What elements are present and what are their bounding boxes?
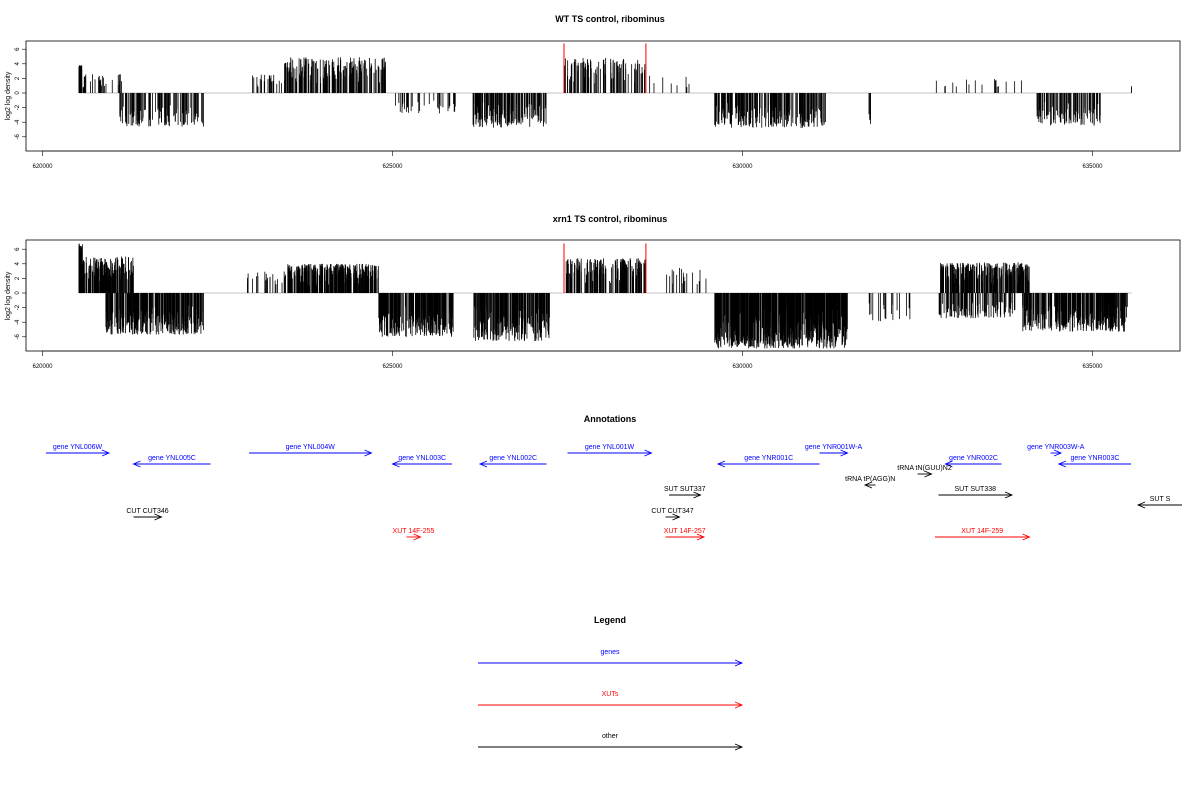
feature-label: tRNA tP(AGG)N xyxy=(845,476,895,483)
feature-label: tRNA tN(GUU)N2 xyxy=(897,465,952,472)
legend-label: XUTs xyxy=(602,691,619,698)
wt-y-tick-label: -6 xyxy=(15,133,21,139)
xrn1-y-axis-label: log2 log density xyxy=(5,271,12,320)
other-feature: SUT S xyxy=(1136,496,1182,509)
other-feature: CUT CUT347 xyxy=(651,508,694,521)
feature-label: gene YNR001C xyxy=(744,455,793,462)
feature-label: SUT SUT338 xyxy=(955,486,997,493)
xrn1-track-panel: xrn1 TS control, ribominus 6 4 2 0 -2 -4 -6 62… xyxy=(5,214,1181,370)
xrn1-y-axis: 6 4 2 0 -2 -4 -6 xyxy=(15,247,27,339)
wt-y-tick-label: 2 xyxy=(15,76,21,80)
xut-feature: XUT 14F-257 xyxy=(664,528,706,541)
wt-x-tick-label: 635000 xyxy=(1082,164,1103,170)
feature-label: CUT CUT346 xyxy=(126,508,168,515)
xrn1-y-tick-label: 6 xyxy=(15,247,21,251)
other-feature: SUT SUT337 xyxy=(664,486,706,499)
wt-bar-layer xyxy=(78,43,1132,129)
gene-feature: gene YNR003C xyxy=(1057,455,1131,468)
legend-item-xut: XUTs xyxy=(478,691,744,709)
feature-label: gene YNL003C xyxy=(398,455,446,462)
wt-y-tick-label: 0 xyxy=(15,91,21,95)
other-feature: SUT SUT338 xyxy=(938,486,1014,499)
wt-track-panel: WT TS control, ribominus 6 4 2 0 -2 -4 -6 6200… xyxy=(5,14,1181,170)
wt-plot-frame xyxy=(25,40,1181,152)
xrn1-y-tick-label: 4 xyxy=(15,261,21,265)
gene-feature: gene YNR002C xyxy=(944,455,1002,468)
feature-label: gene YNL001W xyxy=(585,444,635,451)
feature-label: gene YNL005C xyxy=(148,455,196,462)
other-feature: CUT CUT346 xyxy=(126,508,169,521)
legend-title: Legend xyxy=(594,615,626,625)
feature-label: gene YNR002C xyxy=(949,455,998,462)
feature-label: gene YNL002C xyxy=(489,455,537,462)
feature-label: SUT S xyxy=(1150,496,1171,503)
feature-label: gene YNR001W-A xyxy=(805,444,863,451)
feature-label: gene YNR003C xyxy=(1070,455,1119,462)
gene-feature: gene YNR001W-A xyxy=(805,444,863,457)
xrn1-bar-layer xyxy=(78,243,1132,349)
annotations-title: Annotations xyxy=(584,414,637,424)
legend-label: genes xyxy=(600,649,620,656)
legend-item-other: other xyxy=(478,733,744,751)
xrn1-x-tick-label: 630000 xyxy=(732,364,753,370)
wt-y-tick-label: 4 xyxy=(15,61,21,65)
feature-label: XUT 14F-259 xyxy=(961,528,1003,535)
wt-y-tick-label: -2 xyxy=(15,104,21,110)
feature-label: gene YNL004W xyxy=(286,444,336,451)
feature-label: XUT 14F-255 xyxy=(393,528,435,535)
other-feature: tRNA tN(GUU)N2 xyxy=(897,465,952,478)
xrn1-y-tick-label: -2 xyxy=(15,304,21,310)
xrn1-plot-frame xyxy=(25,239,1181,352)
gene-feature: gene YNL006W xyxy=(46,444,111,457)
feature-label: gene YNR003W-A xyxy=(1027,444,1085,451)
gene-feature: gene YNR001C xyxy=(716,455,820,468)
wt-y-tick-label: 6 xyxy=(15,47,21,51)
wt-track-title: WT TS control, ribominus xyxy=(555,14,665,24)
xrn1-y-tick-label: -6 xyxy=(15,333,21,339)
wt-y-axis: 6 4 2 0 -2 -4 -6 xyxy=(15,47,27,139)
feature-label: XUT 14F-257 xyxy=(664,528,706,535)
xrn1-x-tick-label: 635000 xyxy=(1082,364,1103,370)
wt-x-tick-label: 625000 xyxy=(382,164,403,170)
annotation-features: gene YNL006W gene YNL005C gene YNL004W gene… xyxy=(46,444,1182,541)
feature-label: gene YNL006W xyxy=(53,444,103,451)
gene-feature: gene YNL003C xyxy=(391,455,452,468)
xrn1-x-tick-label: 620000 xyxy=(32,364,53,370)
wt-x-tick-label: 630000 xyxy=(732,164,753,170)
gene-feature: gene YNL004W xyxy=(249,444,373,457)
legend-items: genes XUTs other xyxy=(478,649,744,751)
legend-item-gene: genes xyxy=(478,649,744,667)
wt-y-tick-label: -4 xyxy=(15,119,21,125)
xrn1-y-tick-label: 2 xyxy=(15,276,21,280)
other-feature: tRNA tP(AGG)N xyxy=(845,476,895,489)
wt-x-tick-label: 620000 xyxy=(32,164,53,170)
xrn1-y-tick-label: -4 xyxy=(15,319,21,325)
wt-x-axis: 620000 625000 630000 635000 xyxy=(32,150,1103,170)
wt-y-axis-label: log2 log density xyxy=(5,71,12,120)
gene-feature: gene YNL001W xyxy=(567,444,653,457)
feature-label: SUT SUT337 xyxy=(664,486,706,493)
xrn1-x-axis: 620000 625000 630000 635000 xyxy=(32,350,1103,370)
feature-label: CUT CUT347 xyxy=(651,508,693,515)
xut-feature: XUT 14F-259 xyxy=(935,528,1031,541)
gene-feature: gene YNR003W-A xyxy=(1027,444,1085,457)
legend-panel: Legend genes XUTs other xyxy=(478,615,744,751)
xrn1-track-title: xrn1 TS control, ribominus xyxy=(553,214,668,224)
xrn1-x-tick-label: 625000 xyxy=(382,364,403,370)
gene-feature: gene YNL005C xyxy=(132,455,211,468)
xut-feature: XUT 14F-255 xyxy=(393,528,435,541)
gene-feature: gene YNL002C xyxy=(478,455,547,468)
xrn1-y-tick-label: 0 xyxy=(15,291,21,295)
legend-label: other xyxy=(602,733,619,740)
